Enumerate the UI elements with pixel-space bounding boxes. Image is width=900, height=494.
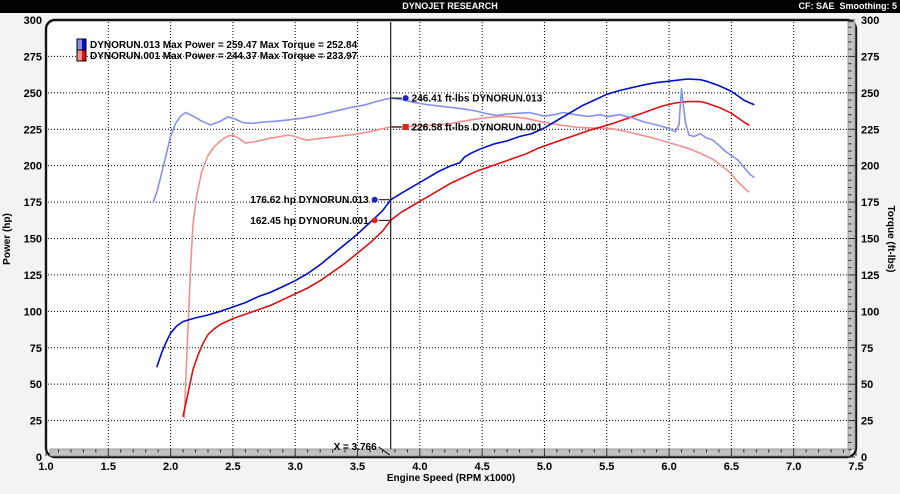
legend-swatch-dynorun013 [76, 38, 87, 51]
y-tick-label-left: 250 [24, 88, 42, 100]
legend-swatch-light-013 [77, 39, 82, 50]
x-tick-label: 3.0 [288, 461, 303, 473]
curve-power-dynorun013 [156, 78, 755, 368]
y-tick-label-right: 50 [861, 379, 873, 391]
cursor-readout: 162.45 hp DYNORUN.001 [250, 216, 369, 227]
cursor-x-leader [378, 446, 390, 456]
x-axis-ruler [49, 448, 851, 457]
y-axis-right-title: Torque (ft-lbs) [885, 205, 896, 272]
legend-swatch-border-001 [76, 49, 87, 62]
x-tick-label: 6.0 [661, 461, 676, 473]
x-tick-label: 2.0 [163, 461, 178, 473]
x-tick-label: 7.0 [786, 461, 801, 473]
y-tick-label-left: 225 [24, 124, 42, 136]
curve-power-dynorun001 [182, 100, 750, 418]
y-tick-label-right: 225 [861, 124, 879, 136]
y-tick-label-left: 175 [24, 197, 42, 209]
y-tick-label-left: 300 [24, 15, 42, 27]
legend-swatch-dark-013 [82, 39, 86, 50]
cursor-marker-square [402, 123, 409, 130]
y-tick-label-left: 50 [30, 379, 42, 391]
curve-torque-dynorun001 [183, 115, 750, 419]
y-tick-label-left: 100 [24, 306, 42, 318]
plot-base-layer [44, 18, 858, 459]
legend-entry-dynorun001: DYNORUN.001 Max Power = 244.37 Max Torqu… [90, 51, 358, 62]
y-axis-ruler [847, 21, 856, 450]
cursor-marker-circle [402, 95, 409, 102]
x-tick-label: 1.0 [38, 461, 53, 473]
x-tick-label: 2.5 [225, 461, 240, 473]
legend-swatch-dynorun001 [76, 49, 87, 62]
x-tick-label: 6.5 [724, 461, 739, 473]
x-tick-label: 1.5 [101, 461, 116, 473]
y-tick-label-left: 25 [30, 416, 42, 428]
legend: DYNORUN.013 Max Power = 259.47 Max Torqu… [76, 38, 358, 62]
cursor-readout: 226.58 ft-lbs DYNORUN.001 [412, 122, 543, 133]
cursor-readout: 176.62 hp DYNORUN.013 [250, 195, 369, 206]
y-axis-left-title: Power (hp) [2, 213, 13, 265]
y-tick-label-right: 125 [861, 270, 879, 282]
y-tick-label-right: 150 [861, 234, 879, 246]
y-tick-label-right: 200 [861, 161, 879, 173]
y-tick-label-right: 275 [861, 51, 879, 63]
curve-torque-dynorun013 [152, 88, 755, 203]
cursor-readout: 246.41 ft-lbs DYNORUN.013 [412, 94, 543, 105]
y-tick-label-left: 0 [36, 452, 42, 464]
x-tick-label: 4.0 [412, 461, 427, 473]
y-tick-label-right: 100 [861, 306, 879, 318]
x-tick-label: 4.5 [475, 461, 490, 473]
x-tick-label: 5.0 [537, 461, 552, 473]
app-title: DYNOJET RESEARCH [402, 1, 498, 11]
curves-layer [152, 78, 755, 419]
correction-settings: CF: SAE Smoothing: 5 [798, 1, 898, 11]
legend-entry-dynorun013: DYNORUN.013 Max Power = 259.47 Max Torqu… [90, 40, 358, 51]
title-bar: DYNOJET RESEARCH CF: SAE Smoothing: 5 [0, 0, 900, 13]
legend-swatch-dark-001 [82, 50, 86, 61]
y-tick-label-right: 300 [861, 15, 879, 27]
x-axis-title: Engine Speed (RPM x1000) [387, 473, 515, 484]
x-tick-label: 7.5 [848, 461, 863, 473]
y-tick-label-right: 25 [861, 416, 873, 428]
cursor-marker-circle [371, 217, 378, 224]
y-tick-label-left: 150 [24, 234, 42, 246]
y-tick-label-right: 0 [861, 452, 867, 464]
y-tick-label-right: 250 [861, 88, 879, 100]
y-tick-label-left: 275 [24, 51, 42, 63]
y-tick-label-right: 75 [861, 343, 873, 355]
cursor-marker-circle [371, 196, 378, 203]
y-tick-label-left: 75 [30, 343, 42, 355]
overlay-layer: 246.41 ft-lbs DYNORUN.013 226.58 ft-lbs D… [24, 15, 880, 473]
x-tick-label: 5.5 [599, 461, 614, 473]
legend-swatch-light-001 [77, 50, 82, 61]
y-tick-label-left: 200 [24, 161, 42, 173]
y-tick-label-left: 125 [24, 270, 42, 282]
y-tick-label-right: 175 [861, 197, 879, 209]
x-tick-label: 3.5 [350, 461, 365, 473]
cursor-x-label: X = 3.766 [334, 442, 378, 453]
